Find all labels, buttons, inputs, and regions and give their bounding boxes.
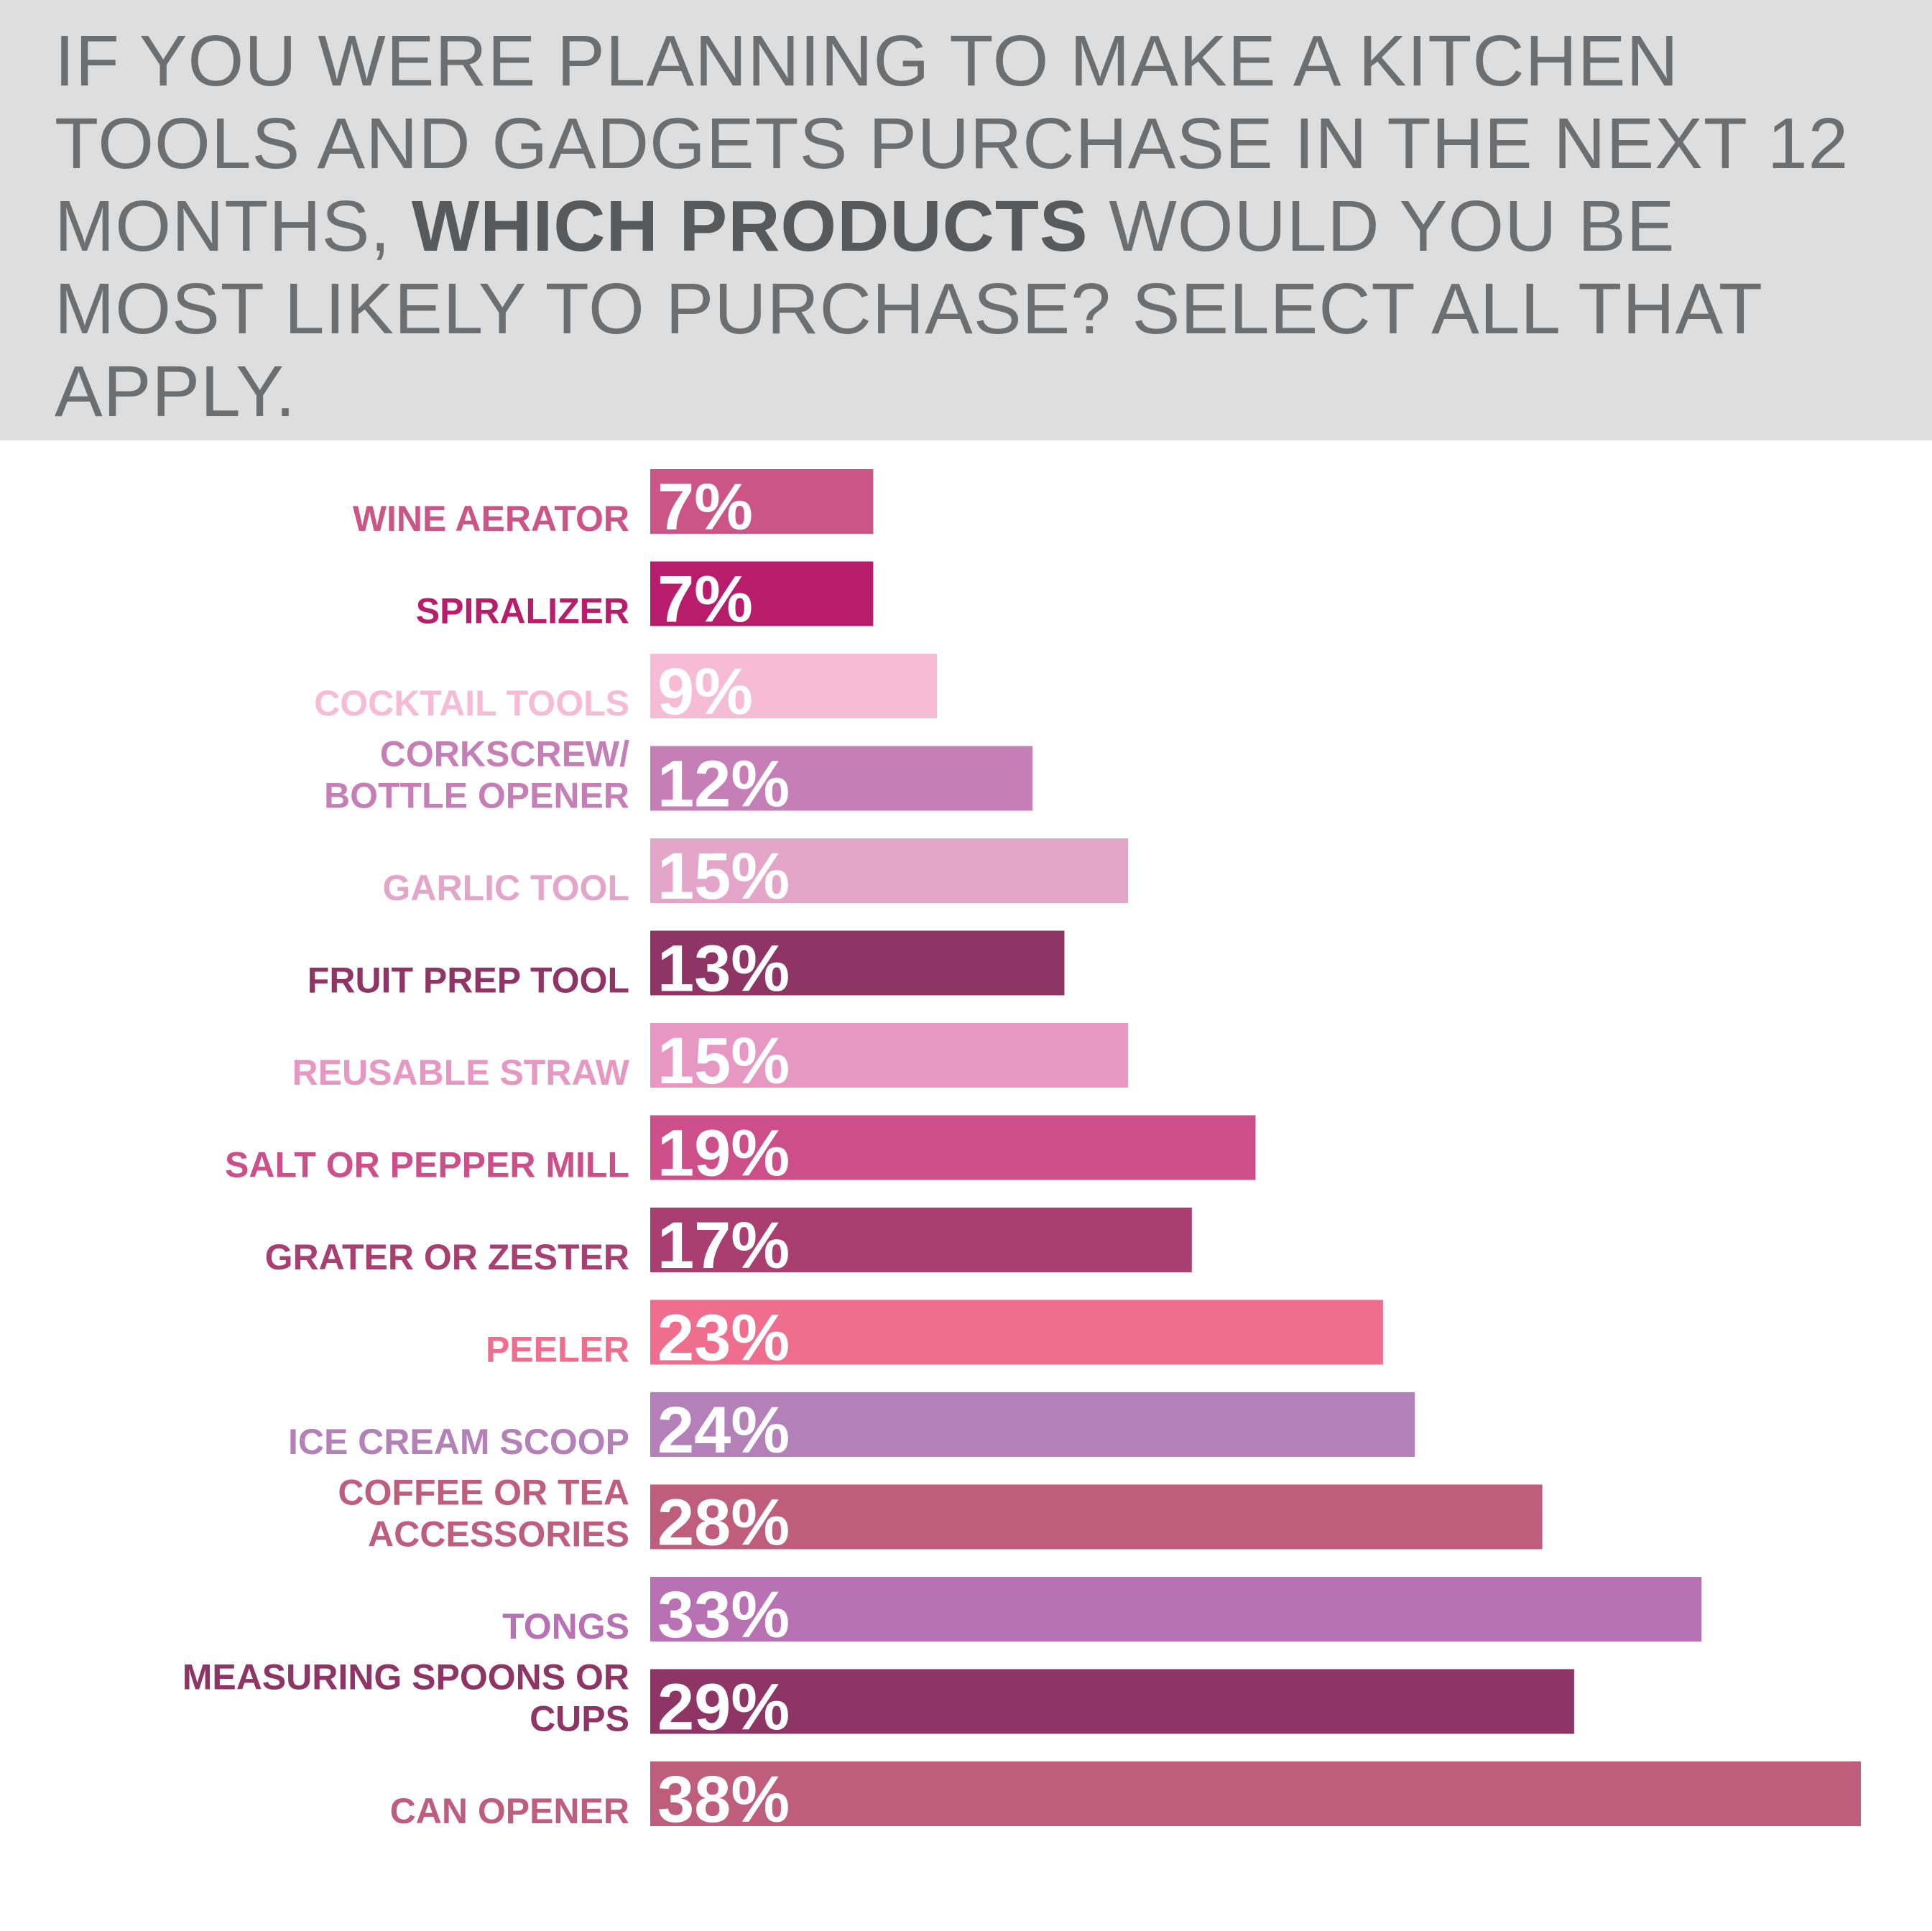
bar: [650, 1023, 1129, 1088]
bar-value-label: 24%: [657, 1394, 790, 1467]
bar-category-label: CORKSCREW/BOTTLE OPENER: [324, 734, 629, 816]
bar-category-label: SPIRALIZER: [416, 591, 629, 631]
bar: [650, 1761, 1861, 1826]
bar: [650, 469, 874, 534]
bar-category-label: COFFEE OR TEA ACCESSORIES: [338, 1473, 629, 1555]
bar-row: 7% WINE AERATOR: [353, 469, 874, 544]
question-header: IF YOU WERE PLANNING TO MAKE A KITCHEN T…: [0, 0, 1932, 440]
category-label-line: FRUIT PREP TOOL: [308, 960, 629, 1001]
category-label-line: CAN OPENER: [390, 1791, 629, 1831]
bar-category-label: GRATER OR ZESTER: [265, 1237, 629, 1277]
bar-value-label: 33%: [657, 1578, 790, 1652]
bar-value-label: 17%: [657, 1209, 790, 1282]
bar: [650, 746, 1033, 811]
question-title: IF YOU WERE PLANNING TO MAKE A KITCHEN T…: [55, 20, 1894, 433]
question-emphasis: WHICH PRODUCTS: [411, 186, 1089, 267]
bar: [650, 838, 1129, 903]
category-label-line: CUPS: [530, 1699, 629, 1739]
bar-value-label: 7%: [657, 563, 753, 636]
category-label-line: BOTTLE OPENER: [324, 776, 629, 816]
bar-row: 15% REUSABLE STRAW: [292, 1023, 1129, 1098]
category-label-line: GRATER OR ZESTER: [265, 1237, 629, 1277]
bar-category-label: SALT OR PEPPER MILL: [225, 1145, 629, 1185]
question-text-part2: WOULD YOU BE MOST LIKELY TO PURCHASE? SE…: [55, 186, 1762, 432]
bar-value-label: 13%: [657, 932, 790, 1006]
bar: [650, 654, 938, 718]
bar: [650, 1300, 1383, 1365]
bar-chart: 7% WINE AERATOR 7% SPIRALIZER 9% COCKTAIL TOO…: [182, 469, 1861, 1836]
bar: [650, 1208, 1192, 1272]
bar: [650, 930, 1065, 996]
bar-row: 13% FRUIT PREP TOOL: [308, 930, 1065, 1006]
bar-row: 12% CORKSCREW/BOTTLE OPENER: [324, 734, 1033, 821]
bar: [650, 1669, 1574, 1734]
question-text-part1: IF YOU WERE PLANNING TO MAKE A KITCHEN T…: [55, 21, 1849, 267]
bar-category-label: GARLIC TOOL: [382, 868, 629, 908]
category-label-line: MEASURING SPOONS OR: [182, 1657, 629, 1698]
bar-category-label: ICE CREAM SCOOP: [288, 1422, 629, 1462]
bar-category-label: WINE AERATOR: [353, 499, 629, 539]
bar-value-label: 15%: [657, 1024, 790, 1098]
category-label-line: TONGS: [502, 1606, 629, 1647]
bar-category-label: COCKTAIL TOOLS: [314, 683, 629, 723]
bar-value-label: 29%: [657, 1671, 790, 1744]
category-label-line: ACCESSORIES: [368, 1514, 629, 1555]
category-label-line: SALT OR PEPPER MILL: [225, 1145, 629, 1185]
bar-row: 19% SALT OR PEPPER MILL: [225, 1115, 1256, 1190]
category-label-line: SPIRALIZER: [416, 591, 629, 631]
category-label-line: REUSABLE STRAW: [292, 1052, 630, 1093]
bar-value-label: 23%: [657, 1302, 790, 1375]
category-label-line: ICE CREAM SCOOP: [288, 1422, 629, 1462]
bar: [650, 561, 874, 626]
bar-row: 7% SPIRALIZER: [416, 561, 874, 636]
bar-row: 24% ICE CREAM SCOOP: [288, 1392, 1415, 1467]
category-label-line: WINE AERATOR: [353, 499, 629, 539]
bar-row: 38% CAN OPENER: [390, 1761, 1861, 1836]
category-label-line: PEELER: [486, 1330, 629, 1370]
category-label-line: CORKSCREW/: [380, 734, 629, 774]
bar-row: 23% PEELER: [486, 1300, 1383, 1375]
bar: [650, 1392, 1415, 1457]
bar-value-label: 38%: [657, 1763, 790, 1836]
bar: [650, 1115, 1256, 1180]
bar: [650, 1484, 1543, 1550]
bar-value-label: 15%: [657, 840, 790, 913]
category-label-line: COCKTAIL TOOLS: [314, 683, 629, 723]
bar-row: 29% MEASURING SPOONS OR CUPS: [182, 1657, 1574, 1744]
bar-category-label: FRUIT PREP TOOL: [308, 960, 629, 1001]
category-label-line: GARLIC TOOL: [382, 868, 629, 908]
bar-row: 15% GARLIC TOOL: [382, 838, 1129, 913]
category-label-line: COFFEE OR TEA: [338, 1473, 629, 1513]
bar-category-label: TONGS: [502, 1606, 629, 1647]
bar-value-label: 12%: [657, 748, 790, 821]
bar-row: 17% GRATER OR ZESTER: [265, 1208, 1192, 1282]
bar-value-label: 7%: [657, 471, 753, 544]
bar-row: 28% COFFEE OR TEA ACCESSORIES: [338, 1473, 1543, 1560]
bar-value-label: 28%: [657, 1486, 790, 1560]
bar-value-label: 9%: [657, 655, 753, 728]
bar-row: 33% TONGS: [502, 1577, 1702, 1652]
bar-category-label: REUSABLE STRAW: [292, 1052, 630, 1093]
bar-value-label: 19%: [657, 1117, 790, 1190]
bar: [650, 1577, 1702, 1641]
bar-category-label: PEELER: [486, 1330, 629, 1370]
bar-category-label: CAN OPENER: [390, 1791, 629, 1831]
bar-row: 9% COCKTAIL TOOLS: [314, 654, 938, 728]
bar-category-label: MEASURING SPOONS OR CUPS: [182, 1657, 629, 1739]
